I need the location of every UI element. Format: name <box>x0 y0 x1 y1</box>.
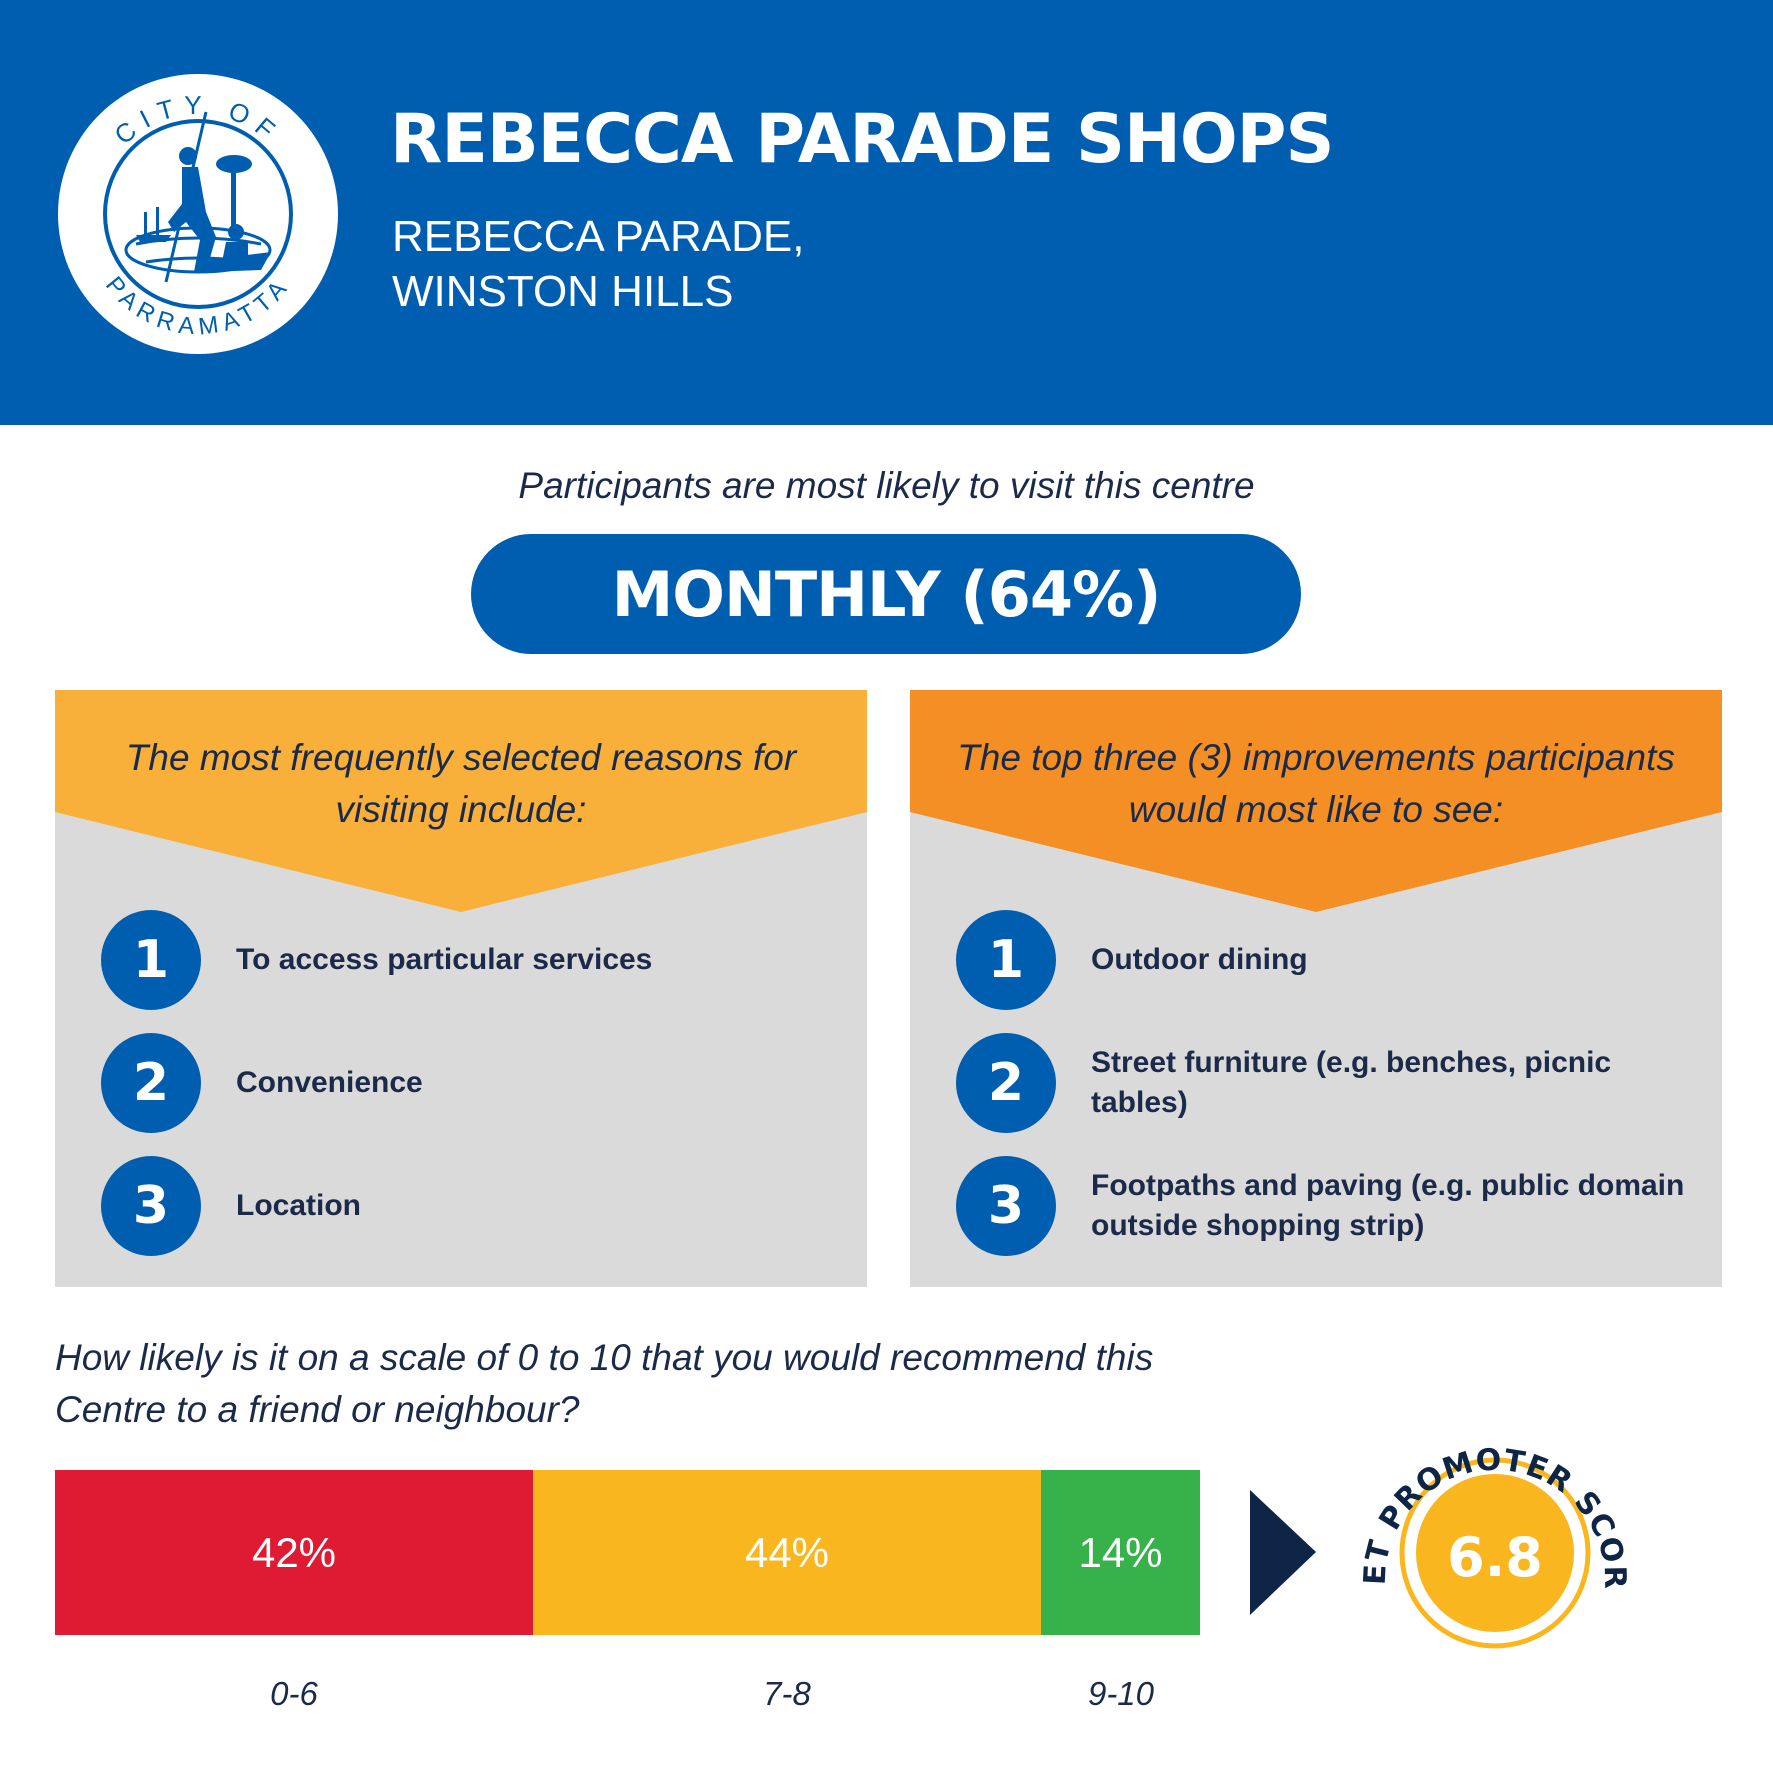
range-label-promoters: 9-10 <box>1087 1675 1155 1712</box>
address-line-2: WINSTON HILLS <box>392 267 734 316</box>
rank-badge: 2 <box>101 1033 201 1133</box>
improvement-text: Street furniture (e.g. benches, picnic t… <box>1091 1046 1612 1119</box>
reason-text: Convenience <box>236 1066 423 1099</box>
reason-item-1: 1 To access particular services <box>101 910 841 1010</box>
reason-item-3: 3 Location <box>101 1156 841 1256</box>
header-banner: CITY OF PARRAMATTA REBECCA PARADE SHOPS … <box>0 0 1773 425</box>
visit-frequency-pill: MONTHLY (64%) <box>471 534 1301 654</box>
range-label-passives: 7-8 <box>763 1675 811 1712</box>
improvement-item-3: 3 Footpaths and paving (e.g. public doma… <box>956 1156 1696 1256</box>
segment-promoters: 14% <box>1041 1470 1200 1635</box>
recommend-question: How likely is it on a scale of 0 to 10 t… <box>55 1337 1154 1430</box>
visit-caption: Participants are most likely to visit th… <box>518 465 1255 506</box>
range-label-detractors: 0-6 <box>270 1675 318 1712</box>
rank-badge: 2 <box>956 1033 1056 1133</box>
rank-badge: 1 <box>956 910 1056 1010</box>
segment-passives: 44% <box>533 1470 1041 1635</box>
net-promoter-score-badge: NET PROMOTER SCORE <box>1330 1405 1631 1649</box>
rank-badge: 1 <box>101 910 201 1010</box>
improvements-panel: The top three (3) improvements participa… <box>910 690 1722 1287</box>
improvement-text: Outdoor dining <box>1091 943 1308 976</box>
reasons-heading: The most frequently selected reasons for… <box>125 737 797 830</box>
improvements-banner <box>910 690 1722 912</box>
improvement-text: Footpaths and paving (e.g. public domain… <box>1091 1169 1685 1242</box>
rank-badge: 3 <box>956 1156 1056 1256</box>
segment-detractors: 42% <box>55 1470 533 1635</box>
address-line-1: REBECCA PARADE, <box>392 212 805 261</box>
improvements-heading: The top three (3) improvements participa… <box>957 737 1675 830</box>
rank-badge: 3 <box>101 1156 201 1256</box>
reasons-banner <box>55 690 867 912</box>
arrow-right-icon <box>1250 1490 1316 1615</box>
reasons-panel: The most frequently selected reasons for… <box>55 690 867 1287</box>
reason-text: Location <box>236 1189 361 1222</box>
recommend-stacked-bar: 42% 44% 14% <box>55 1470 1200 1635</box>
page-title: REBECCA PARADE SHOPS <box>390 100 1334 179</box>
nps-value: 6.8 <box>1447 1526 1543 1589</box>
city-of-parramatta-logo: CITY OF PARRAMATTA <box>58 74 338 354</box>
improvement-item-2: 2 Street furniture (e.g. benches, picnic… <box>956 1033 1696 1133</box>
reason-text: To access particular services <box>236 943 653 976</box>
improvement-item-1: 1 Outdoor dining <box>956 910 1696 1010</box>
reason-item-2: 2 Convenience <box>101 1033 841 1133</box>
